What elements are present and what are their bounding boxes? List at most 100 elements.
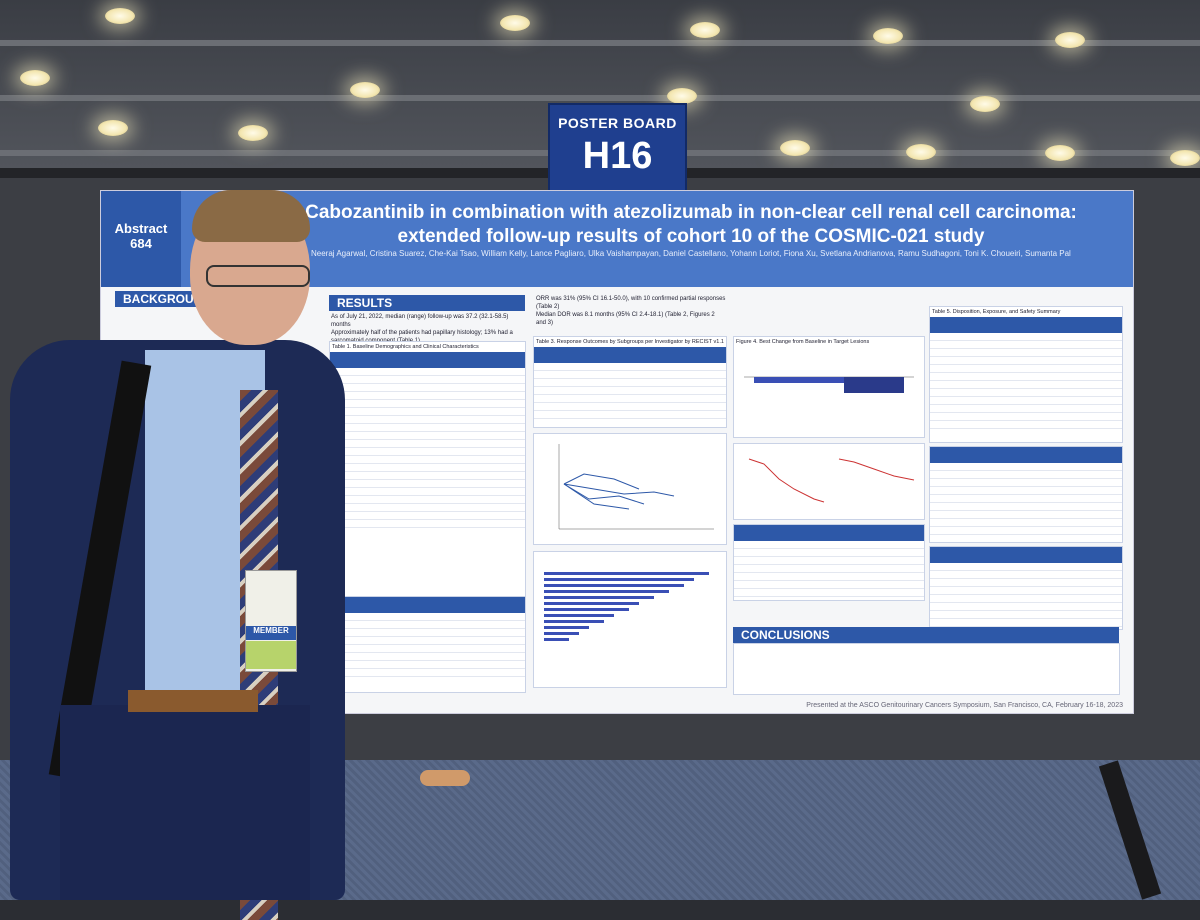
table-row xyxy=(930,587,1122,595)
figure-best-change-waterfall: Figure 4. Best Change from Baseline in T… xyxy=(733,336,925,438)
table-row xyxy=(330,376,525,384)
ceiling-truss xyxy=(0,95,1200,101)
shoe xyxy=(420,770,470,786)
table-row xyxy=(930,579,1122,587)
waterfall-plot xyxy=(744,376,914,393)
swimmer-bar xyxy=(544,620,604,623)
table-row xyxy=(930,527,1122,535)
table-row xyxy=(930,487,1122,495)
table-response-outcomes: Table 3. Response Outcomes by Subgroups … xyxy=(533,336,727,428)
table-row xyxy=(534,379,726,387)
table-row xyxy=(930,421,1122,429)
poster-footer: Presented at the ASCO Genitourinary Canc… xyxy=(806,702,1123,709)
name-badge: MEMBER xyxy=(245,570,297,672)
table-row xyxy=(330,496,525,504)
table-row xyxy=(930,349,1122,357)
ceiling-light xyxy=(1055,32,1085,48)
table-row xyxy=(330,613,525,621)
table-row xyxy=(734,565,924,573)
conclusions-text xyxy=(733,643,1120,695)
table-header xyxy=(330,597,525,613)
table-row xyxy=(330,669,525,677)
table-row xyxy=(534,403,726,411)
table-header xyxy=(330,352,525,368)
results-bullet: As of July 21, 2022, median (range) foll… xyxy=(331,314,509,328)
table-title: Table 3. Response Outcomes by Subgroups … xyxy=(536,339,724,345)
table-row xyxy=(330,512,525,520)
table-row xyxy=(930,503,1122,511)
table-row xyxy=(330,520,525,528)
response-bullets: ORR was 31% (95% CI 16.1-50.0), with 10 … xyxy=(536,295,726,327)
survival-curves xyxy=(748,458,915,503)
response-bullet: ORR was 31% (95% CI 16.1-50.0), with 10 … xyxy=(536,296,726,310)
belt xyxy=(128,690,258,712)
poster-title: Cabozantinib in combination with atezoli… xyxy=(251,201,1131,249)
swimmer-bar xyxy=(544,614,614,617)
poster-board-sign: POSTER BOARD H16 xyxy=(548,103,687,197)
table-disposition-safety: Table 5. Disposition, Exposure, and Safe… xyxy=(929,306,1123,443)
badge-member-label: MEMBER xyxy=(246,626,296,640)
abstract-label: Abstract xyxy=(114,221,168,236)
ceiling-light xyxy=(1170,150,1200,166)
spider-plot xyxy=(558,444,714,530)
table-row xyxy=(534,363,726,371)
swimmer-bar xyxy=(544,584,684,587)
ceiling-light xyxy=(238,125,268,141)
table-row xyxy=(330,384,525,392)
section-conclusions: CONCLUSIONS xyxy=(733,627,1119,643)
eyeglasses xyxy=(206,265,310,287)
poster-title-line1: Cabozantinib in combination with atezoli… xyxy=(305,202,1077,223)
ceiling-light xyxy=(105,8,135,24)
swimmer-bar xyxy=(544,590,669,593)
table-header xyxy=(930,547,1122,563)
table-row xyxy=(734,549,924,557)
table-row xyxy=(330,440,525,448)
table-row xyxy=(734,581,924,589)
swimmer-bar xyxy=(544,578,694,581)
table-row xyxy=(330,653,525,661)
ceiling-light xyxy=(1045,145,1075,161)
table-row xyxy=(930,519,1122,527)
figure-duration-of-treatment xyxy=(533,551,727,688)
ceiling-light xyxy=(500,15,530,31)
table-adverse-events-special-interest xyxy=(929,546,1123,630)
table-row xyxy=(930,471,1122,479)
poster-authors: Neeraj Agarwal, Cristina Suarez, Che-Kai… xyxy=(311,249,1071,258)
table-pfs-os-subgroups xyxy=(733,524,925,601)
swimmer-bar xyxy=(544,596,654,599)
table-row xyxy=(930,341,1122,349)
table-row xyxy=(734,573,924,581)
table-row xyxy=(330,480,525,488)
table-row xyxy=(734,557,924,565)
table-treatment-related-ae xyxy=(929,446,1123,543)
table-row xyxy=(330,464,525,472)
badge-ribbon xyxy=(246,641,296,669)
table-row xyxy=(330,400,525,408)
table-row xyxy=(330,368,525,376)
ceiling-light xyxy=(98,120,128,136)
table-row xyxy=(930,463,1122,471)
table-header xyxy=(534,347,726,363)
table-row xyxy=(330,448,525,456)
table-row xyxy=(930,397,1122,405)
table-header xyxy=(930,447,1122,463)
table-tumor-response xyxy=(329,596,526,693)
ceiling-light xyxy=(20,70,50,86)
table-row xyxy=(534,411,726,419)
table-row xyxy=(930,571,1122,579)
trousers xyxy=(60,705,310,900)
ceiling-light xyxy=(350,82,380,98)
table-row xyxy=(330,432,525,440)
table-row xyxy=(930,389,1122,397)
table-header xyxy=(734,525,924,541)
poster-board-label: POSTER BOARD xyxy=(558,115,677,131)
response-bullet: Median DOR was 8.1 months (95% CI 2.4-18… xyxy=(536,312,715,326)
research-poster: Abstract 684 Cabozantinib in combination… xyxy=(100,190,1134,714)
ceiling-light xyxy=(667,88,697,104)
table-row xyxy=(930,479,1122,487)
ceiling-truss xyxy=(0,40,1200,46)
swimmer-bar xyxy=(544,632,579,635)
swimmer-bar xyxy=(544,626,589,629)
table-row xyxy=(930,405,1122,413)
table-row xyxy=(330,416,525,424)
